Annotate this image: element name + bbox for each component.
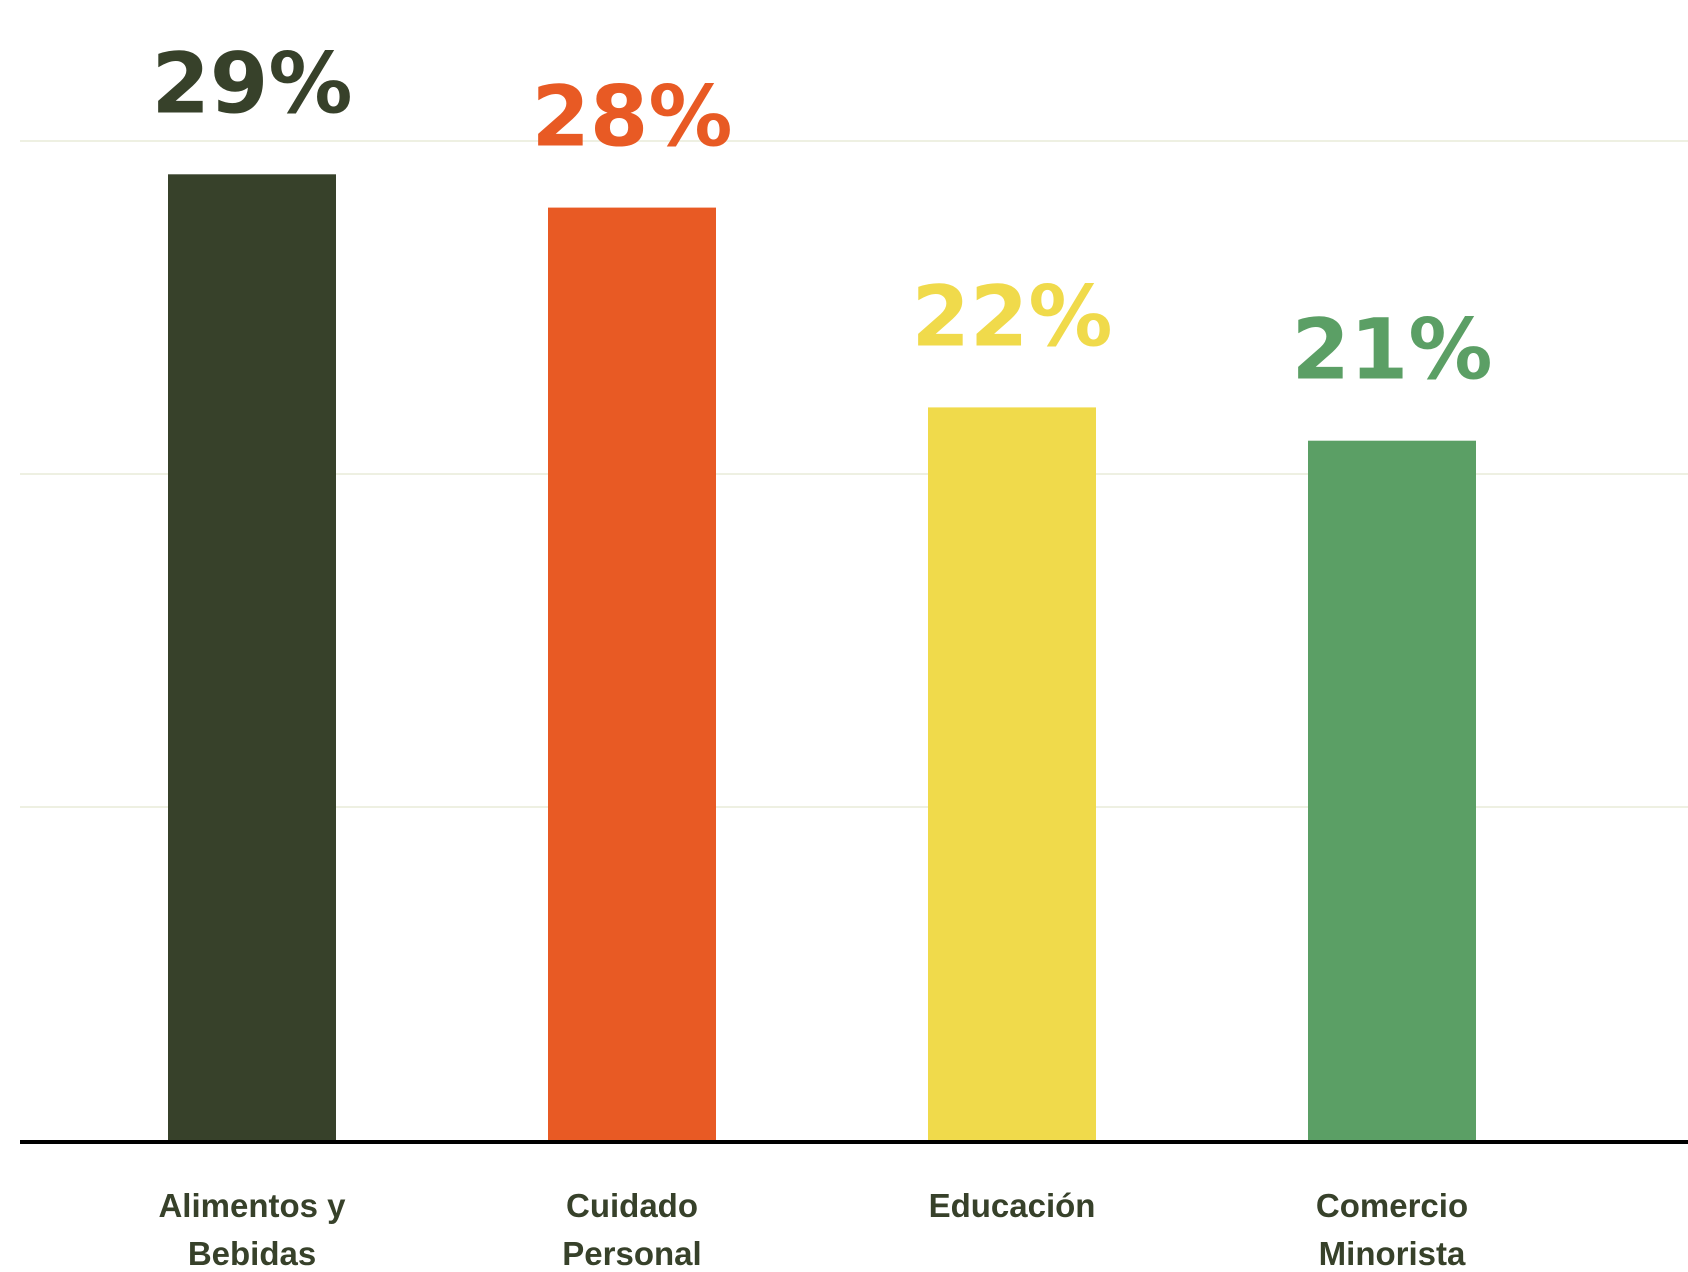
category-labels: Alimentos y Bebidas Cuidado Personal Educaci…	[158, 1187, 1468, 1272]
category-label: Alimentos y Bebidas	[158, 1187, 346, 1272]
category-label: Cuidado Personal	[562, 1187, 701, 1272]
category-label: Comercio Minorista	[1316, 1187, 1468, 1272]
bar-value-label: 21%	[1291, 301, 1492, 399]
category-label-line: Educación	[929, 1187, 1096, 1224]
bar	[548, 207, 716, 1141]
category-label-line: Personal	[562, 1235, 701, 1272]
bar	[1308, 440, 1476, 1140]
bar-value-label: 22%	[911, 267, 1112, 365]
bar-value-label: 29%	[151, 34, 352, 132]
value-labels: 29% 28% 22% 21%	[151, 34, 1492, 398]
bar	[928, 407, 1096, 1140]
bar-value-label: 28%	[531, 68, 732, 166]
category-label-line: Alimentos y	[158, 1187, 346, 1224]
category-label-line: Minorista	[1319, 1235, 1466, 1272]
bars	[168, 174, 1476, 1141]
category-label: Educación	[929, 1187, 1096, 1224]
bar	[168, 174, 336, 1141]
category-label-line: Cuidado	[566, 1187, 698, 1224]
category-label-line: Comercio	[1316, 1187, 1468, 1224]
category-label-line: Bebidas	[188, 1235, 316, 1272]
